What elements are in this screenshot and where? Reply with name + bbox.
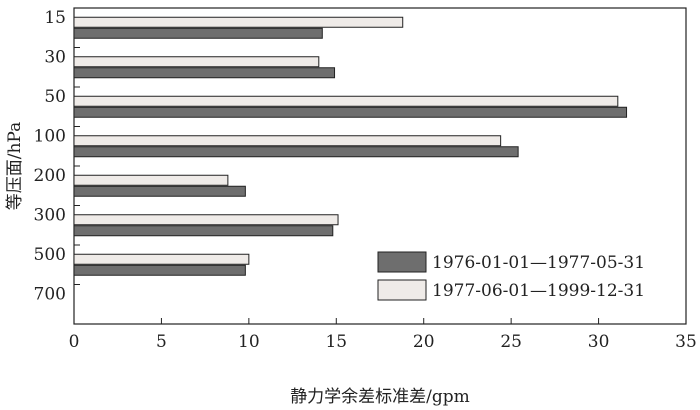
y-tick-label: 100 <box>34 127 66 147</box>
legend-label-1: 1976-01-01—1977-05-31 <box>432 253 645 273</box>
y-axis-ticks: 15 30 50 100 200 300 500 700 <box>34 8 80 305</box>
bar-series2-50 <box>73 95 619 107</box>
bar-series1-300 <box>73 225 334 237</box>
y-tick-label: 30 <box>44 48 66 68</box>
x-tick-label: 35 <box>675 332 697 352</box>
bar-series1-200 <box>73 185 246 197</box>
x-tick-label: 5 <box>156 332 167 352</box>
bar-series2-200 <box>73 174 229 186</box>
bar-series1-50 <box>73 106 628 118</box>
legend-swatch-1 <box>377 251 427 273</box>
bar-series2-30 <box>73 56 320 68</box>
y-tick-label: 15 <box>44 8 66 28</box>
bar-series1-30 <box>73 67 336 79</box>
x-tick-label: 15 <box>325 332 347 352</box>
x-tick-label: 20 <box>413 332 435 352</box>
legend-label-2: 1977-06-01—1999-12-31 <box>432 281 645 301</box>
x-tick-label: 30 <box>588 332 610 352</box>
y-tick-label: 300 <box>34 206 66 226</box>
y-axis-label: 等压面/hPa <box>5 122 25 211</box>
bars <box>73 16 628 276</box>
legend: 1976-01-01—1977-05-31 1977-06-01—1999-12-… <box>377 251 645 301</box>
x-tick-label: 0 <box>69 332 80 352</box>
bar-series2-100 <box>73 135 502 147</box>
y-tick-label: 200 <box>34 166 66 186</box>
legend-swatch-2 <box>377 279 427 301</box>
bar-series1-500 <box>73 264 246 276</box>
bar-series2-15 <box>73 16 404 28</box>
bar-series2-500 <box>73 253 250 265</box>
bar-series2-300 <box>73 214 339 226</box>
x-axis-label: 静力学余差标准差/gpm <box>290 387 470 407</box>
x-tick-label: 10 <box>238 332 260 352</box>
y-tick-label: 700 <box>34 285 66 305</box>
y-tick-label: 50 <box>44 87 66 107</box>
bar-series1-100 <box>73 146 519 158</box>
y-tick-label: 500 <box>34 245 66 265</box>
bar-series1-15 <box>73 27 323 39</box>
plot-frame <box>73 7 687 325</box>
x-axis-ticks: 0 5 10 15 20 25 30 35 <box>69 318 697 352</box>
x-tick-label: 25 <box>500 332 522 352</box>
